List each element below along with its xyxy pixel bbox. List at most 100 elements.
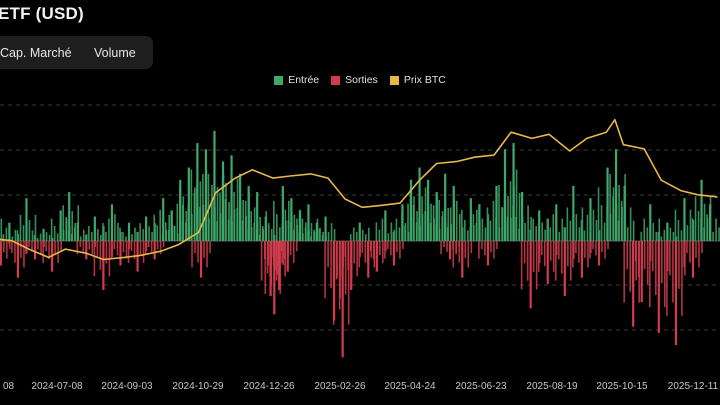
inflow-bar <box>222 173 225 241</box>
inflow-bar <box>712 231 714 241</box>
inflow-bar <box>461 227 464 241</box>
inflow-bar <box>253 222 255 241</box>
outflow-bar <box>580 241 584 278</box>
outflow-bar <box>6 241 8 259</box>
x-tick-label: 2025-02-26 <box>314 381 366 392</box>
inflow-bar <box>561 218 564 241</box>
inflow-bar <box>375 222 378 241</box>
inflow-bar <box>595 220 598 241</box>
outflow-bar <box>552 241 555 272</box>
inflow-bar <box>401 211 403 241</box>
inflow-bar <box>612 196 614 241</box>
inflow-bar <box>646 227 649 241</box>
outflow-bar <box>8 241 10 244</box>
outflow-bar <box>597 241 601 266</box>
outflow-bar <box>144 241 147 255</box>
outflow-bar <box>387 241 389 250</box>
outflow-bar <box>130 241 133 252</box>
outflow-bar <box>452 241 455 268</box>
outflow-bar <box>572 241 574 268</box>
inflow-bar <box>88 226 90 241</box>
inflow-bar <box>103 226 105 241</box>
outflow-bar <box>546 241 549 284</box>
inflow-bar <box>261 226 264 241</box>
inflow-bar <box>14 229 17 241</box>
outflow-bar <box>347 241 350 325</box>
inflow-bar <box>298 231 301 241</box>
outflow-bar <box>85 241 88 260</box>
inflow-bar <box>199 207 201 241</box>
inflow-bar <box>287 220 290 241</box>
inflow-bar <box>675 236 678 241</box>
inflow-bar <box>429 222 432 241</box>
outflow-bar <box>153 241 156 260</box>
inflow-bar <box>427 205 430 241</box>
outflow-bar <box>88 241 91 250</box>
inflow-bar <box>563 227 566 241</box>
inflow-bar <box>53 226 56 241</box>
inflow-bar <box>472 214 475 241</box>
toggle-volume[interactable]: Volume <box>94 45 136 60</box>
outflow-bar <box>119 241 122 266</box>
inflow-bar <box>464 220 466 241</box>
inflow-bar <box>105 231 107 241</box>
inflow-bar <box>541 222 543 241</box>
inflow-bar <box>190 169 193 241</box>
legend-item-inflow[interactable]: Entrée <box>274 74 319 86</box>
outflow-bar <box>191 241 193 268</box>
outflow-bar <box>295 241 298 252</box>
inflow-bar <box>479 220 481 241</box>
outflow-bar <box>535 241 538 290</box>
inflow-bar <box>139 223 141 241</box>
inflow-bar <box>236 208 238 241</box>
inflow-bar <box>549 227 552 241</box>
inflow-bar <box>71 211 74 241</box>
inflow-bar <box>532 218 534 241</box>
inflow-bar <box>395 218 398 241</box>
outflow-bar <box>344 241 347 295</box>
inflow-bar <box>11 236 14 241</box>
outflow-bar <box>356 241 358 277</box>
outflow-bar <box>443 241 445 248</box>
inflow-bar <box>136 231 138 241</box>
outflow-bar <box>575 241 577 254</box>
legend-item-btc-price[interactable]: Prix BTC <box>389 74 446 86</box>
inflow-bar <box>441 216 443 241</box>
inflow-bar <box>327 231 330 241</box>
inflow-bar <box>197 205 199 241</box>
outflow-bar <box>684 241 686 276</box>
inflow-bar <box>308 229 310 241</box>
inflow-bar <box>581 207 584 241</box>
inflow-bar <box>159 209 162 241</box>
outflow-bar <box>338 241 341 310</box>
outflow-bar <box>634 241 637 262</box>
inflow-bar <box>404 225 406 241</box>
inflow-bar <box>270 229 273 241</box>
inflow-bar <box>578 227 581 241</box>
outflow-bar <box>359 241 361 258</box>
inflow-bar <box>666 222 669 241</box>
inflow-bar <box>475 223 478 241</box>
toggle-market-cap[interactable]: Cap. Marché <box>0 45 72 60</box>
legend-item-outflow[interactable]: Sorties <box>331 74 378 86</box>
inflow-bar <box>692 220 695 241</box>
outflow-bar <box>490 241 492 253</box>
inflow-bar <box>291 214 293 241</box>
outflow-bar <box>623 241 625 303</box>
inflow-bar <box>293 229 295 241</box>
inflow-bar <box>603 222 606 241</box>
inflow-bar <box>97 229 99 241</box>
outflow-bar <box>481 241 483 250</box>
inflow-bar <box>407 203 409 241</box>
outflow-bar <box>3 241 5 253</box>
inflow-bar <box>310 236 312 241</box>
outflow-bar <box>14 241 16 263</box>
outflow-bar <box>493 241 495 259</box>
outflow-bar <box>111 241 114 258</box>
inflow-bar <box>566 207 569 241</box>
outflow-bar <box>467 241 470 268</box>
outflow-bar <box>604 241 606 259</box>
inflow-bar <box>307 232 309 241</box>
inflow-bar <box>127 222 131 241</box>
inflow-bar <box>484 227 487 241</box>
